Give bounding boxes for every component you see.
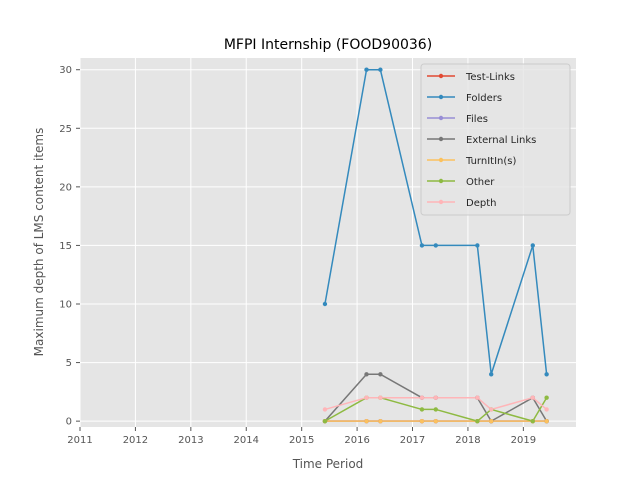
data-point-folders [433, 243, 438, 248]
legend-marker-test-links [438, 73, 444, 79]
data-point-depth [489, 407, 494, 412]
y-axis-label: Maximum depth of LMS content items [32, 128, 46, 357]
data-point-other [419, 407, 425, 412]
data-point-depth [530, 395, 535, 400]
data-point-folders [489, 372, 494, 377]
legend-label: Files [466, 114, 488, 125]
x-tick-label: 2018 [455, 435, 480, 446]
data-point-depth [475, 395, 480, 400]
data-point-turnitin-s [419, 418, 425, 424]
data-point-depth [544, 407, 549, 412]
data-point-turnitin-s [489, 418, 494, 424]
legend-label: TurnItIn(s) [465, 156, 516, 167]
y-tick-label: 5 [66, 358, 72, 369]
data-point-depth [433, 395, 438, 400]
axis-ticks: 2011 2012 2013 2014 2015 2016 2017 2018 20190510… [59, 65, 536, 446]
data-point-turnitin-s [378, 418, 383, 424]
y-tick-label: 30 [59, 65, 72, 76]
data-point-turnitin-s [544, 418, 549, 424]
data-point-depth [378, 395, 383, 400]
y-tick-label: 20 [59, 182, 72, 193]
x-axis-label: Time Period [292, 457, 364, 471]
data-point-other [475, 418, 480, 424]
data-point-folders [530, 243, 535, 248]
legend-label: External Links [466, 135, 536, 146]
legend-marker-external-links [438, 136, 444, 142]
legend-label: Test-Links [465, 72, 515, 83]
y-tick-label: 15 [59, 241, 72, 252]
data-point-other [544, 395, 549, 400]
legend-label: Other [466, 177, 495, 188]
chart-title: MFPI Internship (FOOD90036) [224, 37, 432, 53]
x-tick-label: 2012 [123, 435, 148, 446]
y-tick-label: 25 [59, 124, 72, 135]
x-tick-label: 2014 [234, 435, 259, 446]
legend-marker-folders [438, 94, 444, 100]
legend-marker-turnitin-s [438, 157, 444, 163]
data-point-other [530, 418, 535, 424]
legend-box [420, 63, 571, 216]
legend: Test-Links Folders Files External Links Turn… [420, 63, 571, 216]
data-point-folders [364, 67, 369, 72]
data-point-other [322, 418, 328, 424]
data-point-folders [322, 301, 328, 307]
data-point-depth [364, 395, 369, 400]
data-point-folders [378, 67, 383, 72]
legend-label: Depth [466, 198, 496, 209]
legend-label: Folders [466, 93, 502, 104]
x-tick-label: 2015 [289, 435, 314, 446]
x-tick-label: 2011 [67, 435, 92, 446]
legend-marker-files [438, 115, 444, 121]
data-point-turnitin-s [364, 418, 369, 424]
x-tick-label: 2016 [344, 435, 369, 446]
data-point-depth [322, 407, 328, 412]
x-tick-label: 2019 [511, 435, 536, 446]
y-tick-label: 0 [66, 417, 72, 428]
series-points [322, 67, 549, 424]
data-point-folders [475, 243, 480, 248]
data-point-external-links [378, 372, 383, 377]
data-point-folders [419, 243, 425, 248]
legend-marker-depth [438, 199, 444, 205]
x-tick-label: 2017 [400, 435, 425, 446]
y-tick-label: 10 [59, 300, 72, 311]
data-point-turnitin-s [433, 418, 438, 424]
data-point-depth [419, 395, 425, 400]
legend-marker-other [438, 178, 444, 184]
x-tick-label: 2013 [178, 435, 203, 446]
data-point-other [433, 407, 438, 412]
data-point-external-links [364, 372, 369, 377]
data-point-folders [544, 372, 549, 377]
